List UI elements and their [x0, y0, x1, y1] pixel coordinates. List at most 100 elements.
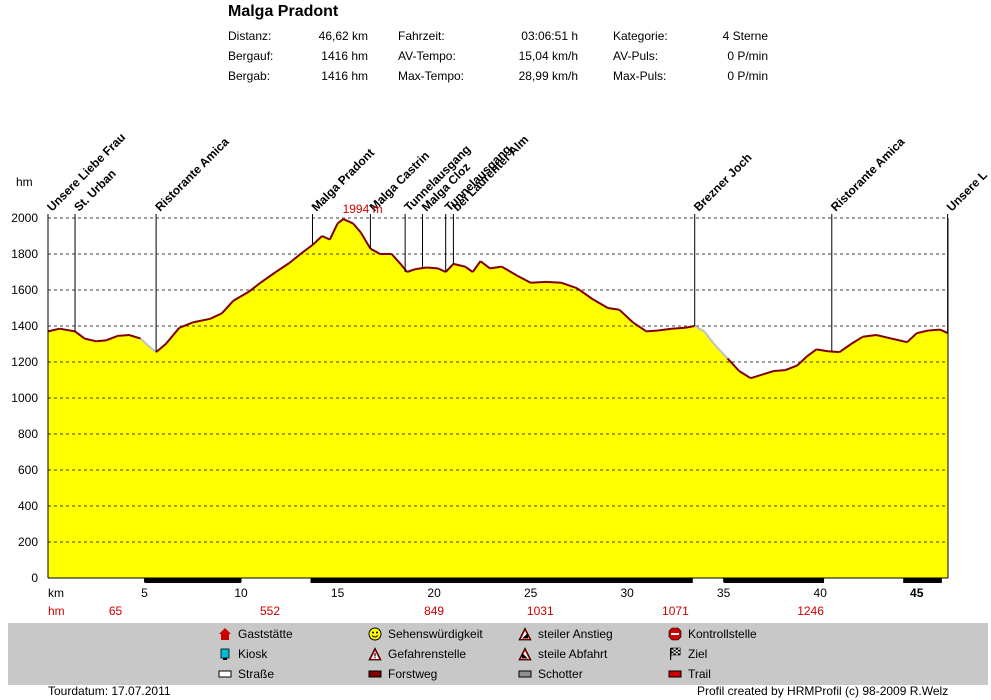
y-tick-label: 600 [18, 463, 38, 477]
profile-line-segment [684, 325, 695, 329]
profile-line-segment [406, 268, 416, 273]
profile-line-segment [275, 262, 290, 273]
profile-line-segment [96, 339, 107, 343]
legend-item-kontrollstelle: Kontrollstelle [688, 627, 757, 641]
waypoint-label: Ristorante Amica [828, 135, 908, 215]
legend-item-trail: Trail [688, 667, 711, 681]
legend-item-gaststaette: Gaststätte [238, 627, 293, 641]
stat-value-ascent: 1416 hm [321, 49, 368, 63]
stop-icon [668, 627, 682, 641]
profile-line-segment [939, 328, 949, 335]
profile-line-segment [632, 321, 648, 333]
profile-line-segment [352, 222, 362, 234]
x-tick-label: 5 [141, 586, 148, 600]
profile-line-segment [117, 334, 130, 337]
profile-line-segment [84, 337, 97, 343]
profile-line-segment [390, 253, 403, 266]
profile-line-segment [899, 339, 908, 344]
climb-label: 1071 [662, 604, 689, 618]
waypoint-label: Ristorante Amica [152, 135, 232, 215]
legend-item-forstweg: Forstweg [388, 667, 438, 681]
tour-title: Malga Pradont [228, 3, 339, 20]
climb-label: 1246 [797, 604, 824, 618]
y-tick-label: 0 [31, 571, 38, 585]
elevation-area [48, 219, 948, 578]
profile-line-segment [47, 327, 60, 333]
profile-line-segment [738, 370, 752, 380]
surface-segment [310, 578, 693, 583]
profile-line-segment [694, 325, 705, 333]
profile-line-segment [646, 329, 659, 333]
stat-label-ascent: Bergauf: [228, 49, 274, 63]
y-tick-label: 1800 [11, 247, 38, 261]
y-tick-label: 1200 [11, 355, 38, 369]
profile-line-segment [816, 348, 829, 353]
profile-line-segment [342, 218, 354, 225]
steep-climb-icon [518, 627, 532, 641]
x-axis-label: km [48, 586, 64, 600]
finish-flag-icon [670, 647, 681, 660]
y-tick-label: 1000 [11, 391, 38, 405]
y-tick-label: 1400 [11, 319, 38, 333]
stat-value-avg-pulse: 0 P/min [727, 49, 768, 63]
profile-line-segment [178, 321, 194, 329]
y-axis-label: hm [16, 175, 33, 189]
climb-row-label: hm [48, 604, 65, 618]
tour-date: Tourdatum: 17.07.2011 [48, 684, 171, 698]
profile-line-segment [302, 244, 314, 254]
profile-line-segment [618, 309, 634, 324]
profile-line-segment [875, 334, 888, 339]
waypoint-label: Brezner Joch [691, 150, 755, 214]
climb-label: 552 [260, 604, 280, 618]
profile-line-segment [426, 266, 439, 270]
profile-line-segment [576, 287, 593, 300]
stat-label-time: Fahrzeit: [398, 29, 445, 43]
x-tick-label: 45 [910, 586, 924, 600]
stat-label-avg-pulse: AV-Puls: [613, 49, 659, 63]
stat-value-descent: 1416 hm [321, 69, 368, 83]
road-icon [218, 670, 232, 678]
profile-line-segment [785, 364, 798, 372]
profile-line-segment [546, 280, 562, 284]
profile-line-segment [321, 235, 331, 241]
profile-line-segment [414, 266, 427, 271]
profile-line-segment [561, 281, 578, 290]
profile-line-segment [221, 300, 235, 315]
y-tick-label: 2000 [11, 211, 38, 225]
max-elevation-label: 1994 m [343, 202, 383, 216]
profile-line-segment [192, 317, 211, 324]
stat-label-category: Kategorie: [613, 29, 668, 43]
stat-value-time: 03:06:51 h [521, 29, 578, 43]
y-tick-label: 800 [18, 427, 38, 441]
cup-icon [220, 648, 230, 660]
profile-line-segment [750, 373, 763, 380]
waypoint-label: Unsere L [944, 168, 990, 214]
legend-item-kiosk: Kiosk [238, 647, 268, 661]
stat-label-distance: Distanz: [228, 29, 272, 43]
stat-label-max-pulse: Max-Puls: [613, 69, 667, 83]
profile-line-segment [155, 343, 167, 353]
profile-line-segment [105, 334, 118, 342]
elevation-profile-chart: 0 200 400 600 800 1000 1200 1400 1600 1800 2000 hm k… [11, 130, 990, 618]
profile-line-segment [248, 282, 261, 293]
legend-item-steile-abfahrt: steile Abfahrt [538, 647, 608, 661]
profile-line-segment [916, 329, 929, 335]
climb-label: 849 [424, 604, 444, 618]
x-tick-label: 30 [620, 586, 634, 600]
profile-line-segment [149, 346, 157, 353]
profile-line-segment [139, 337, 151, 349]
profile-line-segment [444, 263, 455, 273]
stat-value-category: 4 Sterne [722, 29, 768, 43]
legend-item-schotter: Schotter [538, 667, 583, 681]
profile-line-segment [453, 262, 466, 268]
profile-line-segment [59, 327, 76, 333]
stat-value-max-pulse: 0 P/min [727, 69, 768, 83]
profile-line-segment [761, 370, 775, 376]
profile-line-segment [726, 357, 740, 372]
trail-icon [668, 670, 682, 678]
profile-line-segment [259, 271, 277, 284]
x-tick-label: 35 [717, 586, 731, 600]
profile-line-segment [501, 265, 518, 277]
profile-line-segment [359, 231, 372, 250]
profile-line-segment [671, 326, 686, 330]
